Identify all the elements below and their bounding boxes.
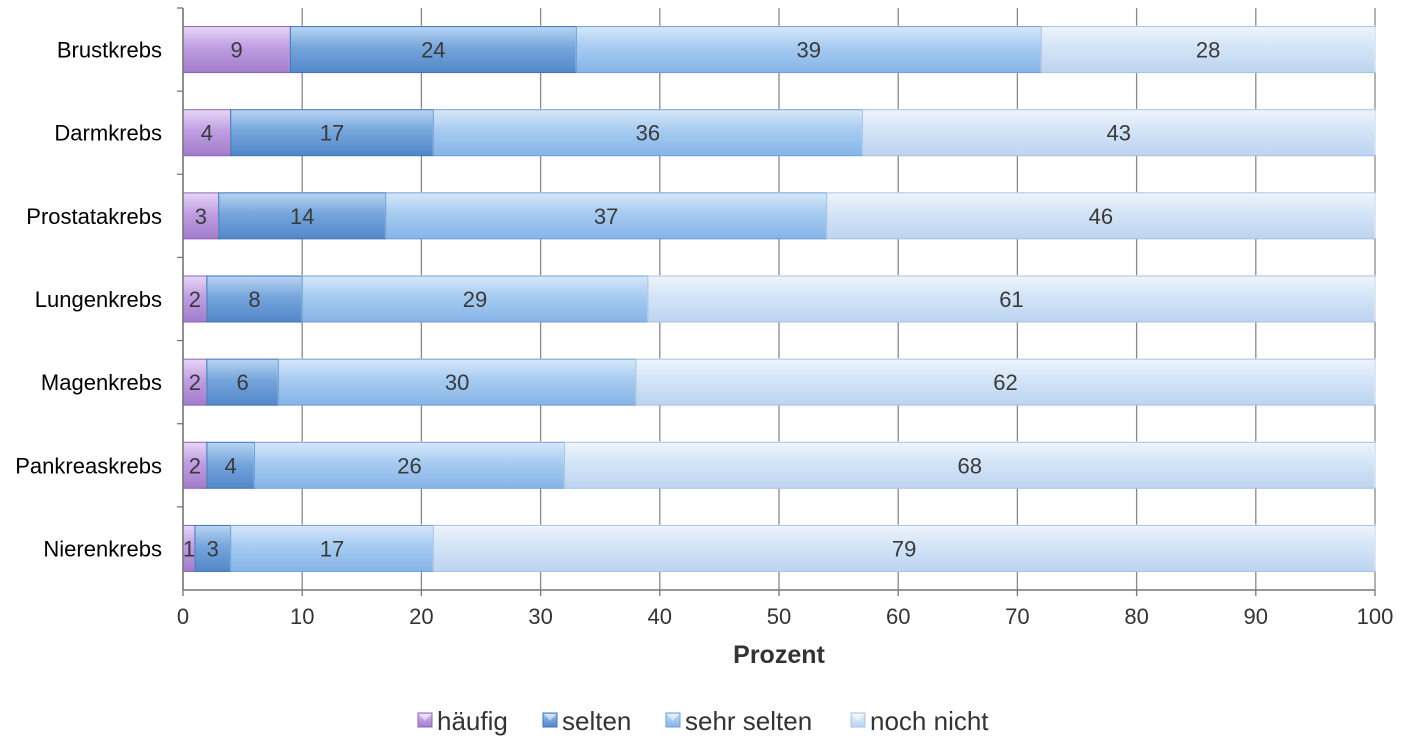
- value-label-darmkrebs-sehr-selten: 36: [636, 121, 660, 146]
- value-label-nierenkrebs-selten: 3: [207, 536, 219, 561]
- value-label-prostatakrebs-häufig: 3: [195, 204, 207, 229]
- legend-swatch-bevel: [419, 714, 431, 721]
- value-label-magenkrebs-selten: 6: [236, 370, 248, 395]
- value-label-lungenkrebs-sehr-selten: 29: [463, 287, 487, 312]
- category-label-nierenkrebs: Nierenkrebs: [43, 536, 162, 561]
- value-label-magenkrebs-sehr-selten: 30: [445, 370, 469, 395]
- value-label-prostatakrebs-sehr-selten: 37: [594, 204, 618, 229]
- legend-label-sehr-selten: sehr selten: [685, 706, 812, 736]
- bar-prostatakrebs-sehr-selten: [385, 192, 828, 240]
- value-label-brustkrebs-selten: 24: [421, 38, 445, 63]
- x-tick-label: 100: [1357, 604, 1394, 629]
- bar-lungenkrebs-sehr-selten: [301, 275, 649, 323]
- value-label-pankreaskrebs-häufig: 2: [189, 453, 201, 478]
- legend-swatch-bevel: [667, 714, 679, 721]
- x-tick-label: 50: [767, 604, 791, 629]
- x-tick-label: 60: [886, 604, 910, 629]
- value-label-pankreaskrebs-sehr-selten: 26: [397, 453, 421, 478]
- bar-lungenkrebs-noch-nicht: [647, 275, 1376, 323]
- x-tick-label: 40: [648, 604, 672, 629]
- bar-darmkrebs-häufig: [182, 109, 232, 157]
- legend-label-häufig: häufig: [437, 706, 508, 736]
- value-label-nierenkrebs-noch-nicht: 79: [892, 536, 916, 561]
- axes: 0 10 20 30 40 50 60 70 80 90 100 Brustkrebs Darmkreb…: [15, 7, 1394, 629]
- value-label-lungenkrebs-häufig: 2: [189, 287, 201, 312]
- x-tick-label: 0: [177, 604, 189, 629]
- value-label-magenkrebs-noch-nicht: 62: [993, 370, 1017, 395]
- value-label-prostatakrebs-noch-nicht: 46: [1089, 204, 1113, 229]
- x-tick-label: 20: [409, 604, 433, 629]
- bar-prostatakrebs-häufig: [182, 192, 220, 240]
- bars: 9 24 39 284 17 36 433 14 37 462 8 29 612 6 30 622 4 26 681…: [182, 25, 1378, 572]
- value-label-brustkrebs-sehr-selten: 39: [797, 38, 821, 63]
- value-label-brustkrebs-häufig: 9: [231, 38, 243, 63]
- value-label-darmkrebs-noch-nicht: 43: [1106, 121, 1130, 146]
- bar-brustkrebs-noch-nicht: [1040, 26, 1376, 74]
- legend-swatch-bevel: [852, 714, 864, 721]
- legend-swatch-bevel: [544, 714, 556, 721]
- value-label-prostatakrebs-selten: 14: [290, 204, 314, 229]
- bar-nierenkrebs-selten: [194, 524, 232, 572]
- value-label-nierenkrebs-sehr-selten: 17: [320, 536, 344, 561]
- category-label-pankreaskrebs: Pankreaskrebs: [15, 453, 162, 478]
- category-label-brustkrebs: Brustkrebs: [57, 38, 162, 63]
- bar-magenkrebs-sehr-selten: [277, 358, 637, 406]
- bar-pankreaskrebs-selten: [206, 441, 256, 489]
- value-label-pankreaskrebs-selten: 4: [225, 453, 237, 478]
- value-label-pankreaskrebs-noch-nicht: 68: [957, 453, 981, 478]
- category-label-prostatakrebs: Prostatakrebs: [26, 204, 162, 229]
- category-label-magenkrebs: Magenkrebs: [41, 370, 162, 395]
- x-tick-label: 90: [1244, 604, 1268, 629]
- value-label-brustkrebs-noch-nicht: 28: [1196, 38, 1220, 63]
- value-label-nierenkrebs-häufig: 1: [183, 536, 195, 561]
- bar-prostatakrebs-noch-nicht: [826, 192, 1376, 240]
- category-label-lungenkrebs: Lungenkrebs: [35, 287, 162, 312]
- bar-darmkrebs-noch-nicht: [861, 109, 1376, 157]
- value-label-lungenkrebs-selten: 8: [248, 287, 260, 312]
- value-label-darmkrebs-häufig: 4: [201, 121, 213, 146]
- bar-magenkrebs-noch-nicht: [635, 358, 1376, 406]
- legend-label-noch-nicht: noch nicht: [870, 706, 989, 736]
- x-tick-label: 80: [1124, 604, 1148, 629]
- category-label-darmkrebs: Darmkrebs: [54, 121, 162, 146]
- bar-brustkrebs-selten: [289, 26, 577, 74]
- bar-nierenkrebs-noch-nicht: [432, 524, 1376, 572]
- value-label-magenkrebs-häufig: 2: [189, 370, 201, 395]
- bar-brustkrebs-sehr-selten: [575, 26, 1042, 74]
- legend: häufig selten sehr selten noch nicht: [417, 706, 989, 736]
- x-tick-label: 30: [528, 604, 552, 629]
- bar-darmkrebs-selten: [230, 109, 434, 157]
- bar-nierenkrebs-sehr-selten: [230, 524, 434, 572]
- bar-pankreaskrebs-sehr-selten: [254, 441, 565, 489]
- value-label-lungenkrebs-noch-nicht: 61: [999, 287, 1023, 312]
- bar-prostatakrebs-selten: [218, 192, 387, 240]
- value-label-darmkrebs-selten: 17: [320, 121, 344, 146]
- bar-darmkrebs-sehr-selten: [432, 109, 863, 157]
- x-tick-label: 70: [1005, 604, 1029, 629]
- legend-label-selten: selten: [562, 706, 631, 736]
- x-axis-title: Prozent: [733, 641, 825, 669]
- x-tick-label: 10: [290, 604, 314, 629]
- bar-lungenkrebs-selten: [206, 275, 303, 323]
- bar-brustkrebs-häufig: [182, 26, 291, 74]
- bar-pankreaskrebs-noch-nicht: [563, 441, 1376, 489]
